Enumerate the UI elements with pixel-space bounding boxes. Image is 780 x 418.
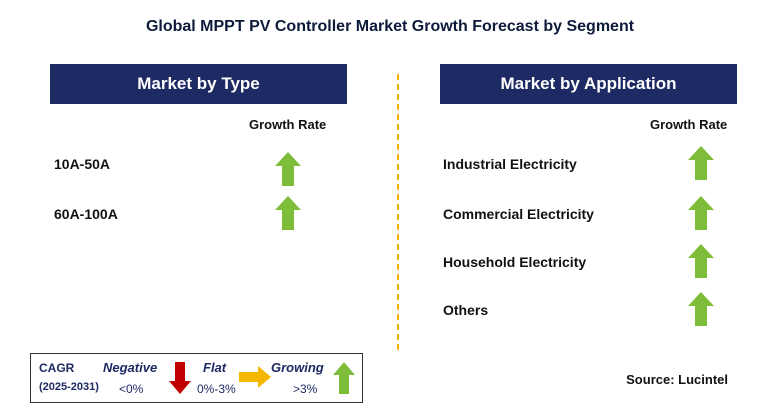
page-title: Global MPPT PV Controller Market Growth … [145,18,635,35]
application-row-label: Others [443,302,489,318]
negative-arrow-icon [169,362,191,394]
type-row-label: 10A-50A [54,156,111,172]
growing-arrow-icon [688,146,714,180]
growing-arrow-icon [688,292,714,326]
type-growth-rate-header: Growth Rate [249,117,327,132]
legend-cagr-label: CAGR [39,361,75,375]
growing-arrow-icon [333,362,355,394]
type-row-label: 60A-100A [54,206,118,222]
growing-arrow-icon [688,244,714,278]
legend-flat-range: 0%-3% [197,382,236,396]
panel-divider [397,74,399,350]
legend-negative-label: Negative [103,360,158,375]
flat-arrow-icon [239,366,271,388]
application-row-label: Household Electricity [443,254,587,270]
application-growth-rate-header: Growth Rate [650,117,728,132]
application-row-label: Industrial Electricity [443,156,577,172]
growing-arrow-icon [688,196,714,230]
legend-flat-label: Flat [203,360,227,375]
cagr-legend: CAGR (2025-2031) Negative <0% Flat 0%-3%… [30,353,363,403]
growing-arrow-icon [275,196,301,230]
growing-arrow-icon [275,152,301,186]
legend-growing-label: Growing [271,360,324,375]
application-row-label: Commercial Electricity [443,206,594,222]
legend-growing-range: >3% [293,382,318,396]
source-label: Source: Lucintel [626,372,728,387]
application-panel-header: Market by Application [440,64,737,104]
legend-negative-range: <0% [119,382,144,396]
legend-period: (2025-2031) [39,381,99,393]
type-panel-header: Market by Type [50,64,347,104]
